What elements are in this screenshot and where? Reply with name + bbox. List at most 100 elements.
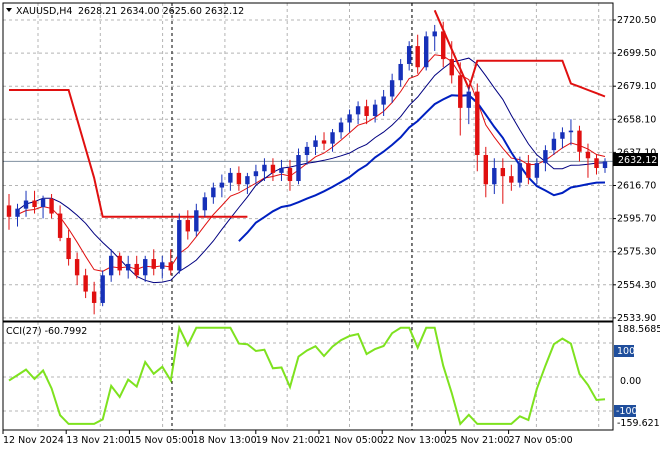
candle[interactable] [296,148,301,185]
price-tick-label: 2533.90 [617,313,656,324]
candle[interactable] [32,190,37,214]
candle[interactable] [91,281,97,315]
candle[interactable] [6,194,12,230]
candle[interactable] [108,249,114,282]
candle[interactable] [100,270,105,307]
candle[interactable] [236,166,242,191]
symbol-label: XAUUSD,H4 [16,6,72,17]
candle[interactable] [534,158,540,185]
candle[interactable] [219,174,225,198]
candle[interactable] [279,159,284,182]
svg-text:-100: -100 [616,406,638,417]
candle[interactable] [185,210,190,240]
candle[interactable] [211,182,216,204]
candle[interactable] [287,159,293,191]
cci-panel [8,324,606,426]
candle[interactable] [415,34,420,74]
cci-line [8,324,606,426]
candle[interactable] [83,268,88,299]
price-tick-label: 2554.30 [617,280,656,291]
candle[interactable] [424,31,429,71]
candlestick-series[interactable] [6,21,608,315]
candle[interactable] [313,135,318,156]
candle[interactable] [551,132,557,156]
price-tick-label: 2575.30 [617,247,656,258]
candle[interactable] [49,194,54,219]
indicator-bands [9,9,606,284]
current-price-label: 2632.12 [618,155,657,166]
candle[interactable] [568,119,574,146]
candle[interactable] [526,155,531,185]
candle[interactable] [449,41,454,84]
candle[interactable] [321,132,327,151]
candle[interactable] [398,59,403,87]
candle[interactable] [594,155,599,175]
candle[interactable] [509,164,514,191]
triangle-down-icon[interactable] [6,8,12,12]
candle[interactable] [74,252,80,286]
candle[interactable] [66,229,71,266]
cci-level-100: 100 [614,345,635,357]
price-tick-label: 2658.10 [617,114,656,125]
candle[interactable] [177,213,182,274]
candle[interactable] [304,142,310,165]
candle[interactable] [543,145,548,172]
candle[interactable] [151,249,156,276]
candle[interactable] [475,83,480,172]
candle[interactable] [57,205,63,242]
candle[interactable] [406,41,412,71]
candle[interactable] [228,168,233,191]
candle[interactable] [381,89,386,116]
candle[interactable] [585,143,591,178]
candle[interactable] [466,86,471,125]
cci-level-minus-100: -100 [614,405,638,417]
candle[interactable] [117,252,122,276]
indicator-panel-frame [2,321,614,431]
price-tick-label: 2616.70 [617,181,656,192]
candle[interactable] [432,24,437,51]
candle[interactable] [134,255,139,279]
candle[interactable] [458,62,463,136]
candle[interactable] [441,21,446,68]
candle[interactable] [577,125,582,162]
candle[interactable] [40,195,46,219]
price-tick-label: 2637.10 [617,147,656,158]
price-tick-label: 2699.50 [617,48,656,59]
candle[interactable] [500,158,506,204]
candle[interactable] [23,190,29,217]
candle[interactable] [364,99,369,125]
candle[interactable] [194,203,199,237]
candle[interactable] [483,146,488,198]
candle[interactable] [245,172,250,195]
candle[interactable] [338,117,344,139]
candle[interactable] [160,255,165,279]
candle[interactable] [143,255,148,282]
candle[interactable] [330,128,335,152]
ohlc-readout: 2628.21 2634.00 2625.60 2632.12 [78,6,244,17]
candle[interactable] [270,158,276,182]
trailing-stop-line [433,9,606,98]
candle[interactable] [262,158,267,182]
candle[interactable] [492,158,497,195]
candle[interactable] [15,203,20,227]
candle[interactable] [253,164,259,185]
candle[interactable] [389,73,395,103]
lower-band [238,94,606,242]
time-tick-label: 15 Nov 05:00 [129,435,193,446]
candle[interactable] [560,127,565,149]
time-tick-label: 19 Nov 21:00 [256,435,320,446]
moving-average-fast [17,54,606,272]
candle[interactable] [168,249,173,276]
time-tick-label: 18 Nov 13:00 [193,435,257,446]
candle[interactable] [372,99,378,123]
time-tick-label: 21 Nov 05:00 [319,435,383,446]
candle[interactable] [517,156,523,188]
candle[interactable] [355,101,361,125]
candle[interactable] [602,158,608,173]
candle[interactable] [347,109,352,133]
cci-level-0: 0.00 [620,376,641,387]
time-tick-label: 27 Nov 05:00 [509,435,573,446]
candle[interactable] [202,192,208,217]
candle[interactable] [126,255,131,279]
